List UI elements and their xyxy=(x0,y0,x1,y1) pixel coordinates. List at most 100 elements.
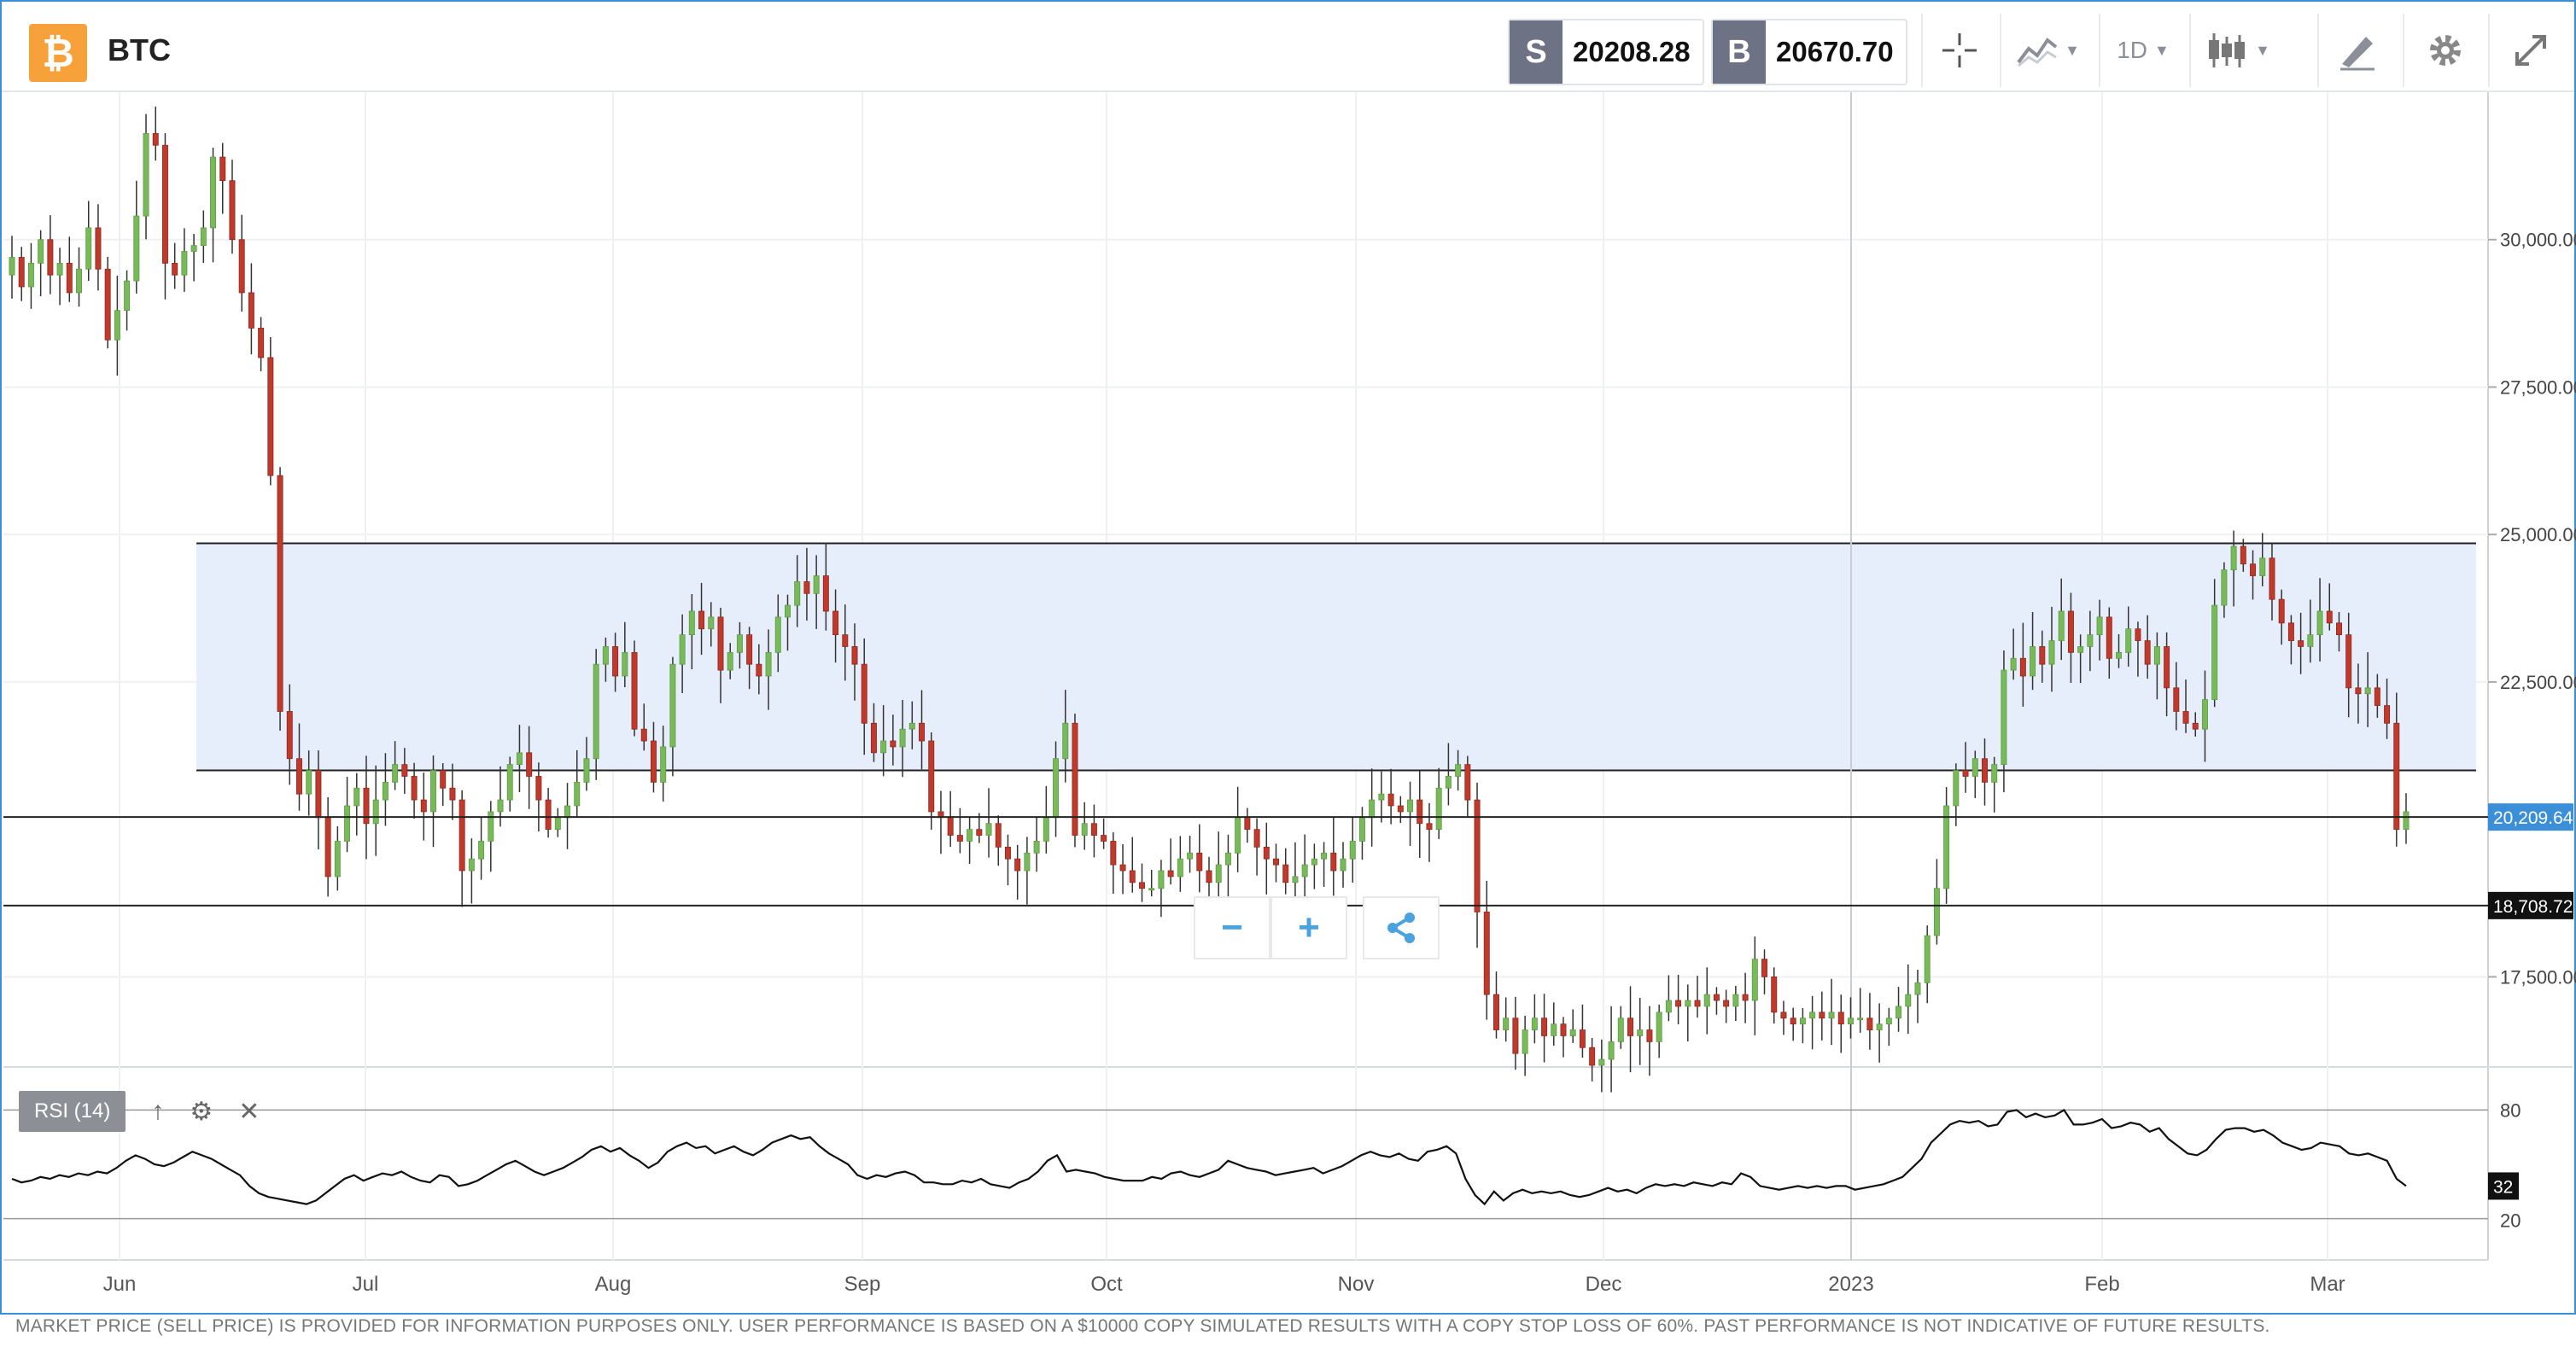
chart-type-button[interactable]: ▼ xyxy=(2189,14,2285,87)
candle-up xyxy=(564,805,571,819)
candle-up xyxy=(1187,852,1194,860)
x-axis-label: Feb xyxy=(2084,1273,2119,1296)
candle-up xyxy=(2125,628,2132,653)
candle-up xyxy=(1024,852,1031,872)
rsi-current-value: 32 xyxy=(2493,1177,2513,1197)
candle-down xyxy=(1387,793,1394,807)
candle-down xyxy=(2135,628,2141,641)
fullscreen-icon xyxy=(2515,35,2546,66)
candle-up xyxy=(181,251,188,276)
candle-down xyxy=(1780,1012,1787,1019)
zoom-out-button[interactable]: − xyxy=(1194,896,1270,959)
zoom-controls: − + xyxy=(1194,896,1440,959)
chart-style-button[interactable]: ▼ xyxy=(2000,14,2095,87)
candle-down xyxy=(956,835,963,842)
candle-up xyxy=(2221,569,2228,606)
candle-up xyxy=(1358,817,1365,842)
rsi-indicator-label[interactable]: RSI (14) xyxy=(19,1091,126,1132)
x-axis-label: Aug xyxy=(595,1273,632,1296)
candle-up xyxy=(334,841,341,878)
candle-up xyxy=(2087,634,2094,647)
candle-down xyxy=(1790,1018,1796,1025)
candle-down xyxy=(1723,1000,1730,1007)
candle-down xyxy=(2355,687,2362,695)
candle-down xyxy=(1761,959,1768,977)
candle-up xyxy=(1943,805,1950,889)
candle-down xyxy=(842,634,849,647)
candle-up xyxy=(1905,994,1912,1007)
candle-down xyxy=(1014,858,1021,872)
fullscreen-button[interactable] xyxy=(2488,14,2572,87)
candle-up xyxy=(660,746,667,783)
candle-down xyxy=(1962,770,1969,777)
arrow-up-icon[interactable]: ↑ xyxy=(151,1097,165,1125)
candle-down xyxy=(363,787,370,825)
candle-up xyxy=(2364,687,2371,695)
candle-up xyxy=(1991,764,1998,783)
candle-down xyxy=(746,634,753,665)
candle-down xyxy=(1579,1029,1586,1048)
sell-tag: S xyxy=(1510,20,1563,84)
candle-up xyxy=(1895,1006,1902,1019)
candle-down xyxy=(1206,870,1212,883)
candle-up xyxy=(468,858,475,872)
candle-down xyxy=(95,227,102,270)
candle-up xyxy=(1598,1058,1605,1066)
candle-down xyxy=(2173,687,2180,712)
candle-up xyxy=(1148,888,1155,891)
candle-up xyxy=(2077,646,2084,653)
timeframe-select[interactable]: 1D ▼ xyxy=(2099,14,2186,87)
candle-down xyxy=(401,764,408,777)
zoom-in-button[interactable]: + xyxy=(1270,896,1347,959)
candle-up xyxy=(1551,1023,1557,1036)
candle-up xyxy=(967,829,973,842)
candle-up xyxy=(899,728,906,748)
gear-icon[interactable]: ⚙ xyxy=(190,1097,213,1126)
candle-down xyxy=(919,722,926,742)
candle-down xyxy=(411,776,418,801)
candle-up xyxy=(794,581,801,606)
candle-down xyxy=(1627,1018,1633,1036)
candle-down xyxy=(248,292,254,329)
crosshair-button[interactable] xyxy=(1921,14,1996,87)
candle-up xyxy=(669,663,676,748)
candle-down xyxy=(66,262,73,294)
candle-up xyxy=(382,781,388,801)
candle-down xyxy=(459,799,465,872)
candle-up xyxy=(1177,858,1183,878)
candle-up xyxy=(1847,1018,1854,1025)
candle-up xyxy=(1053,758,1060,819)
candle-up xyxy=(1043,817,1049,842)
candle-down xyxy=(2164,646,2170,689)
sell-price-box[interactable]: S 20208.28 xyxy=(1508,19,1704,85)
close-icon[interactable]: ✕ xyxy=(238,1097,260,1126)
candle-down xyxy=(1483,911,1490,995)
candle-down xyxy=(870,722,877,754)
candle-up xyxy=(372,799,379,825)
settings-button[interactable] xyxy=(2403,14,2486,87)
candle-up xyxy=(506,764,513,801)
candle-down xyxy=(1072,722,1078,836)
candle-down xyxy=(1119,864,1126,872)
draw-tools-button[interactable] xyxy=(2317,14,2396,87)
candle-down xyxy=(947,817,954,836)
candle-up xyxy=(602,646,609,665)
x-axis-label: Dec xyxy=(1586,1273,1622,1296)
candle-down xyxy=(2326,610,2333,624)
candle-up xyxy=(200,227,207,247)
candle-down xyxy=(1417,799,1423,825)
candle-up xyxy=(2211,604,2218,701)
x-axis-label: Jul xyxy=(353,1273,379,1296)
rsi-current-tag xyxy=(2488,1172,2519,1200)
candle-up xyxy=(56,262,63,276)
candle-down xyxy=(526,752,533,777)
share-button[interactable] xyxy=(1363,896,1440,959)
candle-down xyxy=(449,787,456,801)
toolbar: ₿ BTC S 20208.28 B 20670.70 ▼ 1D ▼ ▼ xyxy=(2,2,2574,92)
buy-price-box[interactable]: B 20670.70 xyxy=(1711,19,1907,85)
candle-up xyxy=(353,787,360,807)
candle-down xyxy=(229,180,236,241)
candle-down xyxy=(315,770,322,819)
candle-down xyxy=(440,770,447,789)
